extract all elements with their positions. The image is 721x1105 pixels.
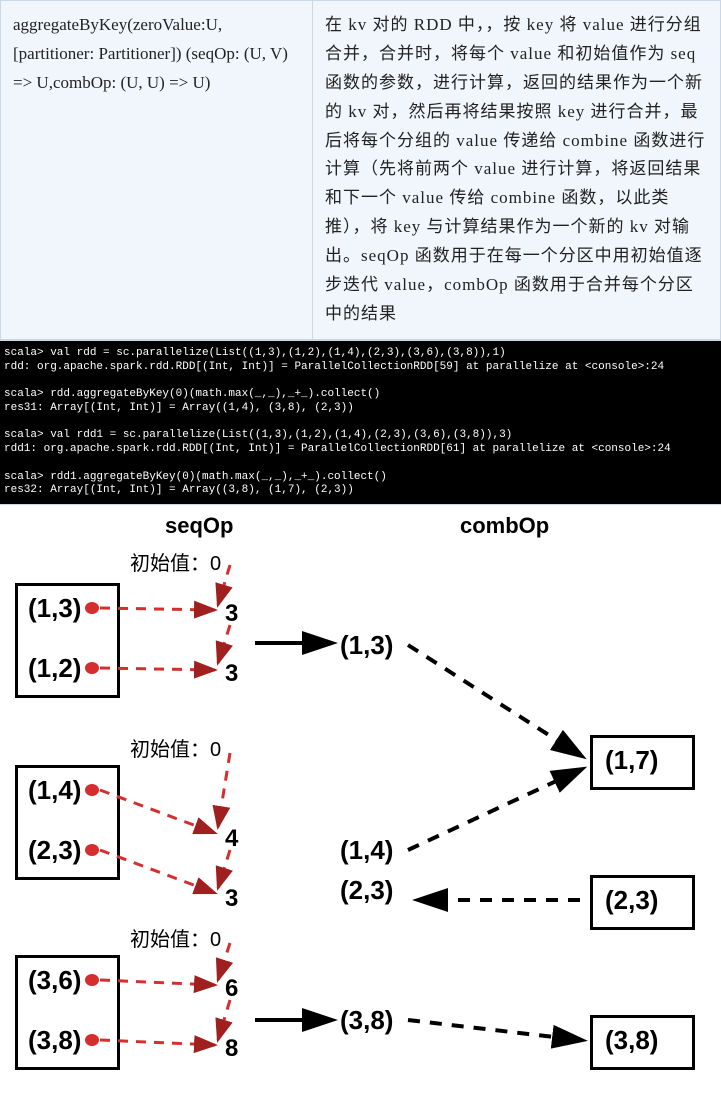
diagram-arrows bbox=[0, 505, 721, 1105]
signature-cell: aggregateByKey(zeroValue:U,[partitioner:… bbox=[1, 1, 313, 339]
terminal-line: rdd: org.apache.spark.rdd.RDD[(Int, Int)… bbox=[4, 361, 664, 373]
aggregate-diagram: seqOp combOp 初始值：0 初始值：0 初始值：0 (1,3) (1,… bbox=[0, 505, 721, 1105]
terminal-line: res31: Array[(Int, Int)] = Array((1,4), … bbox=[4, 402, 354, 414]
terminal-line: scala> val rdd = sc.parallelize(List((1,… bbox=[4, 347, 506, 359]
terminal-output: scala> val rdd = sc.parallelize(List((1,… bbox=[0, 340, 721, 505]
terminal-line: res32: Array[(Int, Int)] = Array((3,8), … bbox=[4, 484, 354, 496]
definition-table: aggregateByKey(zeroValue:U,[partitioner:… bbox=[0, 0, 721, 340]
description-cell: 在 kv 对的 RDD 中，，按 key 将 value 进行分组合并，合并时，… bbox=[313, 1, 720, 339]
terminal-line: scala> rdd1.aggregateByKey(0)(math.max(_… bbox=[4, 471, 387, 483]
terminal-line: rdd1: org.apache.spark.rdd.RDD[(Int, Int… bbox=[4, 443, 671, 455]
terminal-line: scala> val rdd1 = sc.parallelize(List((1… bbox=[4, 429, 512, 441]
terminal-line: scala> rdd.aggregateByKey(0)(math.max(_,… bbox=[4, 388, 380, 400]
